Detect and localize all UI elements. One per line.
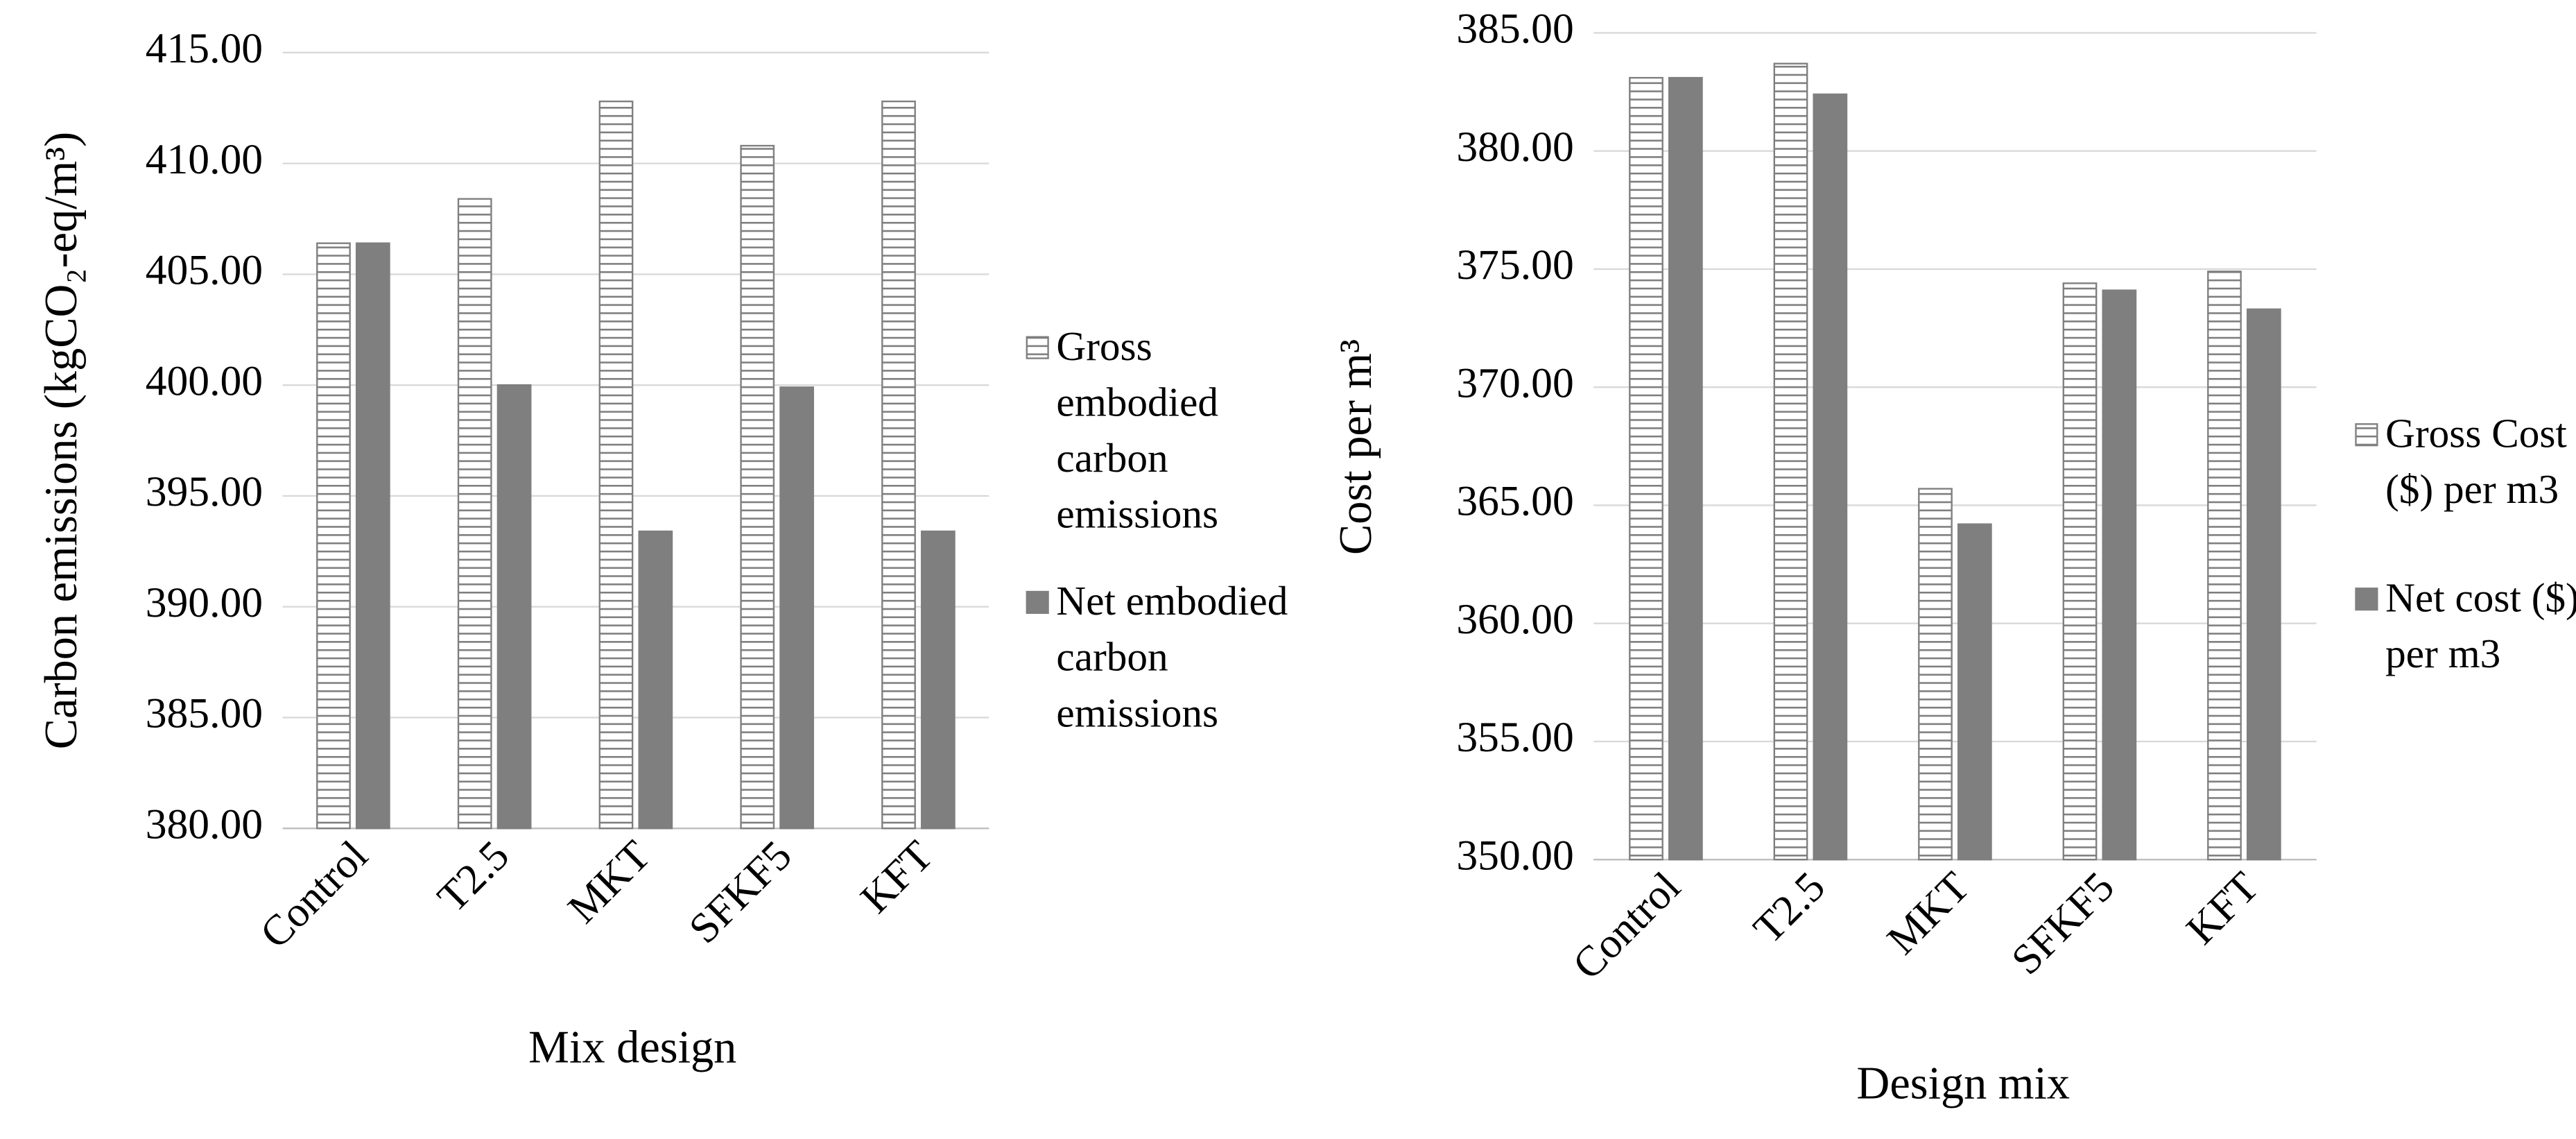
- y-tick-label: 360.00: [1456, 596, 1573, 643]
- y-tick-label: 400.00: [146, 357, 263, 404]
- y-tick-label: 410.00: [146, 136, 263, 183]
- bar: [1629, 76, 1663, 861]
- bar: [740, 144, 775, 830]
- bar: [2207, 271, 2242, 861]
- legend-marker: [2355, 423, 2378, 447]
- x-tick-label: KFT: [2177, 863, 2267, 953]
- bar: [496, 384, 532, 830]
- bar: [920, 530, 956, 830]
- y-axis-title: Cost per m³: [1331, 339, 1381, 555]
- x-axis-title: Mix design: [528, 1022, 736, 1073]
- legend-label: Net embodied carbon emissions: [1056, 580, 1288, 737]
- legend-entry: Net cost ($) per m3: [2385, 576, 2576, 678]
- bar: [2246, 308, 2281, 861]
- bar: [638, 530, 673, 830]
- x-axis-title: Design mix: [1856, 1059, 2070, 1109]
- bar: [881, 100, 916, 830]
- y-tick-label: 385.00: [146, 690, 263, 737]
- y-tick-label: 390.00: [146, 579, 263, 626]
- bar: [779, 386, 814, 830]
- legend-entry: Gross embodied carbon emissions: [1056, 325, 1219, 538]
- bar: [355, 242, 390, 830]
- bar: [1773, 62, 1808, 861]
- x-tick-label: SFKF5: [680, 832, 801, 952]
- y-tick-label: 405.00: [146, 247, 263, 294]
- legend-label: Gross embodied carbon emissions: [1056, 325, 1219, 538]
- x-tick-label: SFKF5: [2003, 863, 2123, 984]
- bar: [316, 242, 351, 830]
- legend-marker: [1026, 336, 1049, 359]
- x-tick-label: T2.5: [429, 832, 518, 921]
- y-tick-label: 415.00: [146, 25, 263, 72]
- y-tick-label: 380.00: [1456, 123, 1573, 171]
- y-tick-label: 355.00: [1456, 714, 1573, 761]
- x-tick-label: MKT: [1878, 863, 1979, 964]
- y-tick-label: 395.00: [146, 468, 263, 515]
- legend-marker: [2355, 588, 2378, 611]
- y-tick-label: 380.00: [146, 800, 263, 848]
- y-tick-label: 350.00: [1456, 832, 1573, 879]
- x-tick-label: KFT: [852, 832, 942, 922]
- bar: [2062, 282, 2098, 861]
- y-tick-label: 385.00: [1456, 6, 1573, 53]
- legend-label: Net cost ($) per m3: [2385, 576, 2576, 678]
- y-tick-label: 365.00: [1456, 478, 1573, 525]
- x-tick-label: Control: [251, 832, 377, 957]
- y-axis-title: Carbon emissions (kgCO₂-eq/m³): [36, 132, 87, 749]
- y-tick-label: 375.00: [1456, 241, 1573, 289]
- bar: [1668, 76, 1703, 861]
- bar: [2102, 289, 2137, 861]
- legend-entry: Gross Cost ($) per m3: [2385, 412, 2567, 513]
- bar: [1957, 523, 1992, 861]
- legend-marker: [1026, 590, 1049, 614]
- x-tick-label: Control: [1564, 863, 1689, 988]
- y-tick-label: 370.00: [1456, 359, 1573, 406]
- legend-label: Gross Cost ($) per m3: [2385, 412, 2567, 513]
- bar: [457, 198, 492, 830]
- x-tick-label: T2.5: [1745, 863, 1834, 952]
- bar: [598, 100, 634, 830]
- bar: [1813, 93, 1848, 861]
- legend-entry: Net embodied carbon emissions: [1056, 580, 1288, 737]
- x-tick-label: MKT: [559, 832, 659, 932]
- bar: [1918, 488, 1953, 861]
